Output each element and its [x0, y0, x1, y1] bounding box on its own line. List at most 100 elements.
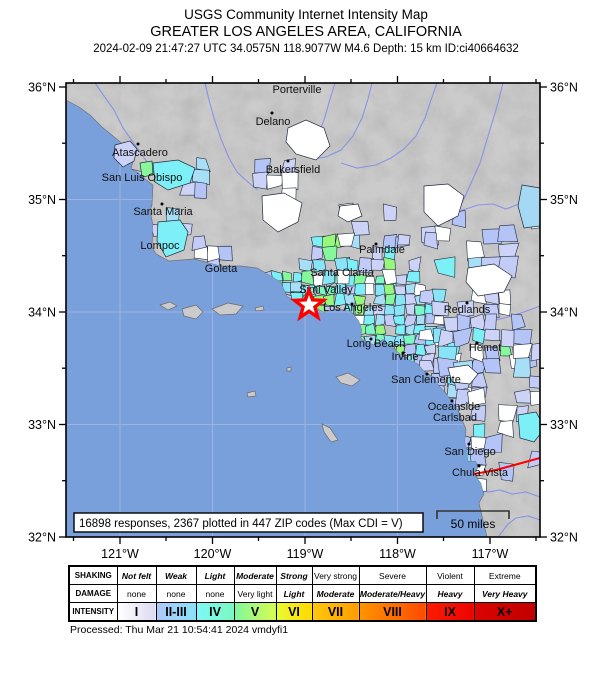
legend-cell-shaking: Extreme: [473, 565, 537, 585]
city-dot: [369, 337, 373, 341]
city-dot: [401, 351, 405, 355]
lon-tick-label: 118°W: [379, 547, 416, 560]
axis-labels: 121°W 120°W 119°W 118°W 117°W 36°N 36°N 35°N 35°…: [28, 81, 578, 562]
legend-row-header: DAMAGE: [68, 584, 118, 603]
legend-row-header: SHAKING: [68, 565, 118, 585]
city-label: Long Beach: [347, 338, 406, 350]
legend-cell-damage: Very Heavy: [473, 584, 537, 603]
city-label: Bakersfield: [266, 164, 320, 176]
lon-tick-label: 117°W: [472, 547, 509, 560]
lon-tick-label: 119°W: [287, 547, 324, 560]
city-dot: [450, 399, 454, 403]
page-subtitle: GREATER LOS ANGELES AREA, CALIFORNIA: [150, 24, 462, 40]
legend-cell-shaking: Light: [195, 565, 235, 585]
city-dot: [465, 301, 469, 305]
lat-tick-label-right: 35°N: [550, 193, 578, 207]
legend-cell-damage: Moderate/Heavy: [358, 584, 427, 603]
legend-cell-damage: none: [116, 584, 157, 603]
map-frame: [65, 82, 541, 538]
city-dot: [374, 242, 378, 246]
city-dot: [294, 80, 297, 83]
legend-cell-intensity: IV: [195, 602, 235, 622]
legend-cell-damage: Light: [275, 584, 313, 603]
city-label: Atascadero: [112, 147, 168, 159]
processed-note: Processed: Thu Mar 21 10:54:41 2024 vmdy…: [70, 624, 289, 636]
intensity-legend: SHAKING Not felt Weak Light Moderate Strong Ve…: [68, 565, 537, 622]
lon-tick-label: 121°W: [101, 547, 139, 560]
city-label: Santa Maria: [133, 206, 193, 218]
city-label: San Luis Obispo: [102, 172, 183, 184]
axis-ticks: [59, 76, 547, 544]
channel-islands: [159, 301, 361, 443]
city-label: San Clemente: [391, 374, 461, 386]
legend-cell-shaking: Weak: [155, 565, 197, 585]
city-label: Delano: [256, 116, 291, 128]
legend-cell-intensity: V: [233, 602, 277, 622]
legend-cell-damage: Very light: [233, 584, 277, 603]
lat-tick-label-left: 34°N: [28, 306, 56, 320]
legend-cell-shaking: Severe: [358, 565, 427, 585]
legend-cell-intensity: X+: [473, 602, 537, 622]
city-dot: [467, 442, 471, 446]
legend-cell-intensity: I: [116, 602, 157, 622]
legend-cell-shaking: Moderate: [233, 565, 277, 585]
summary-text: 16898 responses, 2367 plotted in 447 ZIP…: [79, 518, 403, 530]
city-label: Hemet: [469, 342, 501, 354]
lon-tick-label: 120°W: [194, 547, 232, 560]
lat-tick-label-left: 35°N: [28, 193, 56, 207]
event-info-line: 2024-02-09 21:47:27 UTC 34.0575N 118.907…: [93, 43, 519, 55]
city-label: Carlsbad: [433, 412, 477, 424]
city-dot: [136, 142, 140, 146]
legend-cell-intensity: VI: [275, 602, 313, 622]
map-canvas: Porterville Delano Bakersfield Atascadero Sa…: [28, 76, 578, 562]
lat-tick-label-right: 36°N: [550, 81, 578, 95]
city-label: Los Angeles: [323, 302, 383, 314]
legend-cell-shaking: Strong: [275, 565, 313, 585]
city-label: Goleta: [205, 263, 238, 275]
city-dot: [475, 341, 479, 345]
city-label: San Diego: [444, 446, 495, 458]
city-label: Redlands: [444, 304, 491, 316]
legend-cell-damage: Moderate: [311, 584, 360, 603]
city-dot: [350, 302, 354, 306]
international-border-line: [473, 457, 540, 475]
lat-tick-label-left: 33°N: [28, 418, 56, 432]
legend-table: SHAKING Not felt Weak Light Moderate Strong Ve…: [68, 565, 537, 622]
lat-tick-label-left: 32°N: [28, 531, 56, 545]
city-dot: [270, 111, 274, 115]
city-dot: [477, 464, 481, 468]
legend-cell-intensity: II-III: [155, 602, 197, 622]
lat-tick-label-right: 32°N: [550, 531, 578, 545]
city-dot: [286, 159, 290, 163]
legend-cell-intensity: VIII: [358, 602, 427, 622]
page-title: USGS Community Internet Intensity Map: [184, 7, 428, 22]
legend-row-header: INTENSITY: [68, 602, 118, 622]
summary-box: 16898 responses, 2367 plotted in 447 ZIP…: [73, 512, 424, 533]
legend-cell-damage: none: [195, 584, 235, 603]
legend-cell-shaking: Violent: [425, 565, 475, 585]
city-label: Santa Clarita: [310, 267, 374, 279]
legend-cell-shaking: Very strong: [311, 565, 360, 585]
city-dot: [425, 372, 429, 376]
city-label: Porterville: [273, 84, 322, 96]
scale-bar: [436, 510, 510, 519]
scale-bar-label: 50 miles: [451, 517, 496, 531]
city-dot: [160, 202, 164, 206]
legend-cell-damage: Heavy: [425, 584, 475, 603]
epicenter-star-icon: [290, 285, 328, 322]
city-labels: Porterville Delano Bakersfield Atascadero Sa…: [102, 80, 509, 479]
legend-cell-damage: none: [155, 584, 197, 603]
lat-tick-label-left: 36°N: [28, 81, 56, 95]
legend-cell-shaking: Not felt: [116, 565, 157, 585]
named-zip-polygons: [113, 119, 540, 443]
legend-cell-intensity: IX: [425, 602, 475, 622]
lat-tick-label-right: 33°N: [550, 418, 578, 432]
lat-tick-label-right: 34°N: [550, 306, 578, 320]
city-label: Palmdale: [359, 244, 405, 256]
city-label: Chula Vista: [452, 467, 509, 479]
city-label: Lompoc: [140, 240, 180, 252]
city-label: Oceanside: [428, 401, 481, 413]
legend-cell-intensity: VII: [311, 602, 360, 622]
city-label: Simi Valley: [299, 284, 353, 296]
